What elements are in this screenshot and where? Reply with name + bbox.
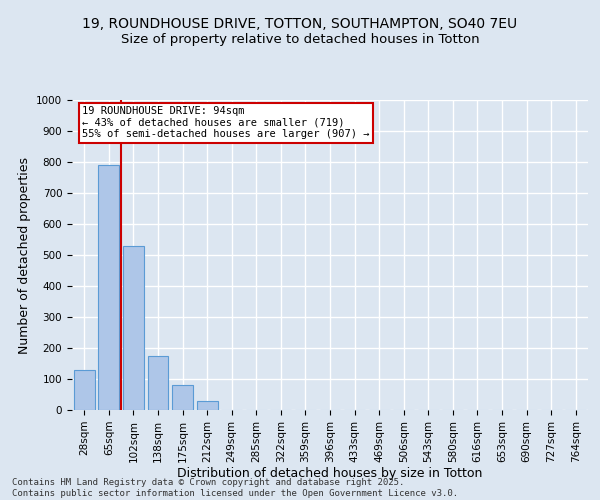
Bar bbox=[172, 385, 193, 410]
Bar bbox=[123, 246, 144, 410]
Bar bbox=[74, 370, 95, 410]
X-axis label: Distribution of detached houses by size in Totton: Distribution of detached houses by size … bbox=[178, 468, 482, 480]
Text: Contains HM Land Registry data © Crown copyright and database right 2025.
Contai: Contains HM Land Registry data © Crown c… bbox=[12, 478, 458, 498]
Text: 19, ROUNDHOUSE DRIVE, TOTTON, SOUTHAMPTON, SO40 7EU: 19, ROUNDHOUSE DRIVE, TOTTON, SOUTHAMPTO… bbox=[82, 18, 518, 32]
Y-axis label: Number of detached properties: Number of detached properties bbox=[17, 156, 31, 354]
Text: 19 ROUNDHOUSE DRIVE: 94sqm
← 43% of detached houses are smaller (719)
55% of sem: 19 ROUNDHOUSE DRIVE: 94sqm ← 43% of deta… bbox=[82, 106, 370, 140]
Text: Size of property relative to detached houses in Totton: Size of property relative to detached ho… bbox=[121, 32, 479, 46]
Bar bbox=[197, 400, 218, 410]
Bar bbox=[148, 356, 169, 410]
Bar bbox=[98, 165, 119, 410]
